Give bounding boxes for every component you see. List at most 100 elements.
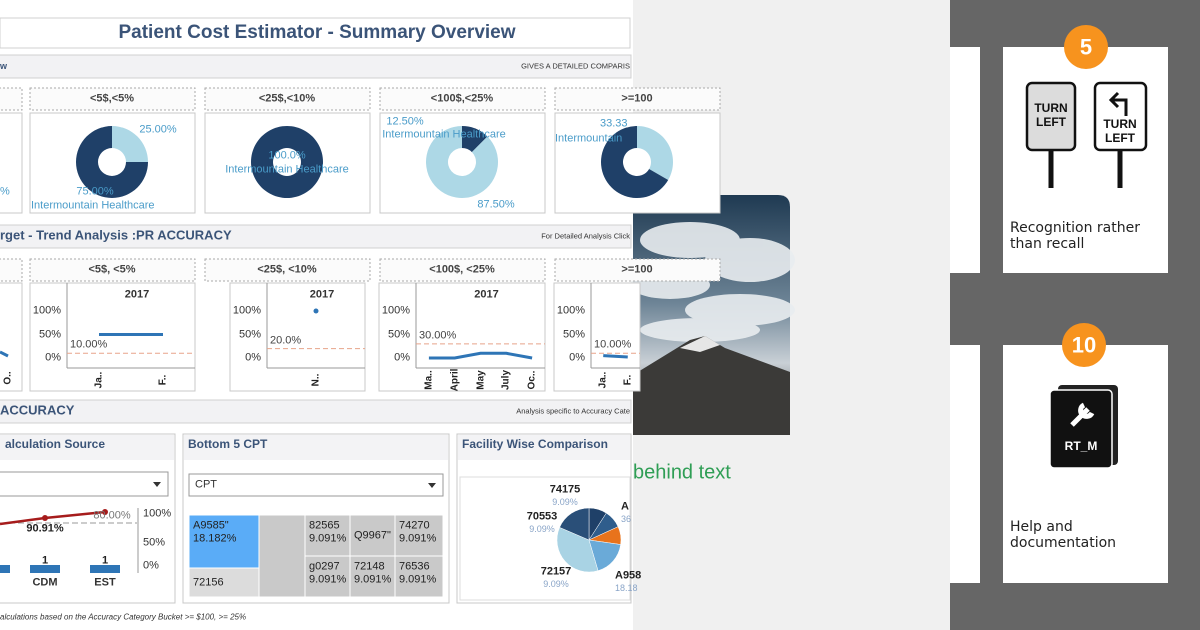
y-tick-label: 0% (245, 351, 261, 364)
bucket-box (204, 87, 371, 111)
panel (0, 433, 176, 604)
line-point (102, 509, 108, 515)
bucket-label: >=100 (621, 263, 653, 276)
dropdown[interactable] (0, 471, 169, 497)
clouds (630, 222, 795, 342)
sign-text: TURN LEFT (1103, 117, 1137, 145)
bar (30, 565, 60, 573)
card-label: Help and documentation (1010, 518, 1117, 551)
section-header (0, 399, 632, 424)
cell-code: A9585" (193, 519, 229, 532)
x-tick-label: Ma.. (423, 370, 435, 390)
bucket-label: <100$, <25% (429, 263, 495, 276)
y-tick-label: 50% (38, 328, 61, 341)
y-tick-label: 50% (387, 328, 410, 341)
cell-share: 9.091% (399, 573, 437, 586)
y-tick-label: 0% (143, 559, 159, 572)
treemap-cell (394, 555, 444, 598)
cell-share: 9.091% (399, 532, 437, 545)
trend-panel (0, 282, 23, 392)
trend-panel (553, 282, 641, 392)
trend-line (0, 350, 9, 358)
badge (1064, 25, 1108, 69)
treemap-cell (188, 567, 260, 598)
bar (0, 565, 10, 573)
card (950, 345, 980, 583)
facility-label: Intermountain (555, 132, 623, 145)
donut-slice (426, 126, 499, 198)
book (1049, 389, 1113, 469)
target-label: 10.00% (70, 338, 108, 351)
panel-header (458, 435, 630, 460)
section-note: Analysis specific to Accuracy Cate (516, 406, 630, 416)
donut-label: % (0, 185, 10, 198)
cell-share: 9.091% (354, 573, 392, 586)
caret (428, 483, 436, 488)
cell-share: 9.091% (309, 532, 347, 545)
badge-number: 5 (1079, 34, 1093, 60)
bucket-box (204, 258, 371, 282)
donut-label: 75.00% (76, 185, 114, 198)
footnote: alculations based on the Accuracy Catego… (0, 612, 247, 622)
trend-line (428, 351, 533, 360)
wrench-icon (1070, 402, 1095, 427)
donut-slice (76, 126, 148, 198)
line-label: 80.00% (93, 509, 131, 522)
cell-share: 9.091% (309, 573, 347, 586)
y-tick-label: 50% (238, 328, 261, 341)
y-tick-label: 100% (232, 304, 261, 317)
target-label: 30.00% (419, 329, 457, 342)
caption: behind text (633, 461, 731, 484)
x-tick-label: Ja.. (93, 371, 105, 389)
bucket-label: >=100 (621, 92, 653, 105)
pie-code: 70553 (526, 510, 558, 523)
bucket-box (554, 258, 721, 282)
trend-point (313, 308, 319, 314)
bucket-box (29, 258, 196, 282)
x-tick-label: April (448, 368, 460, 392)
cell-code: g0297 (309, 560, 340, 573)
section-header (0, 54, 632, 79)
caret (153, 482, 161, 487)
section-title: rget - Trend Analysis :PR ACCURACY (0, 227, 232, 243)
pie-share: 9.09% (543, 578, 569, 589)
pie-share: 36 (621, 513, 632, 524)
panel-header (184, 435, 448, 460)
sign (1093, 81, 1148, 152)
x-tick-label: July (500, 369, 512, 391)
dashboard-title: Patient Cost Estimator - Summary Overvie… (118, 22, 516, 44)
dropdown[interactable] (188, 473, 444, 497)
section-title: ACCURACY (0, 402, 75, 418)
x-tick-label: F.. (622, 374, 633, 386)
trend-panel (229, 282, 366, 392)
facility-label: Intermountain Healthcare (225, 163, 349, 176)
line-point (42, 515, 48, 521)
cell-code: Q9967" (354, 529, 391, 542)
cell-code: 72156 (193, 576, 224, 589)
treemap-cell (394, 514, 444, 557)
bucket-box (0, 87, 23, 111)
section-note: GIVES A DETAILED COMPARIS (521, 61, 630, 71)
year-label: 2017 (474, 288, 499, 301)
cell-code: 72148 (354, 560, 385, 573)
pie-code: 72157 (540, 565, 572, 578)
trend-line (603, 354, 628, 359)
y-tick-label: 100% (556, 304, 585, 317)
dropdown-value[interactable]: CPT (195, 478, 217, 491)
bucket-box (379, 258, 546, 282)
target-label: 20.0% (270, 334, 302, 347)
pie-code: A958 (615, 569, 642, 582)
sign (1025, 81, 1077, 152)
x-tick-label: F.. (157, 374, 169, 386)
panel-title: alculation Source (5, 437, 106, 452)
year-label: 2017 (124, 288, 150, 301)
donut-slice (112, 126, 148, 162)
cell-share: 18.182% (193, 532, 237, 545)
trend-panel (378, 282, 546, 392)
bucket-label: <5$,<5% (89, 92, 135, 105)
donut-label: 12.50% (386, 115, 424, 128)
x-tick-label: EST (94, 576, 116, 589)
treemap-cell (188, 514, 260, 569)
